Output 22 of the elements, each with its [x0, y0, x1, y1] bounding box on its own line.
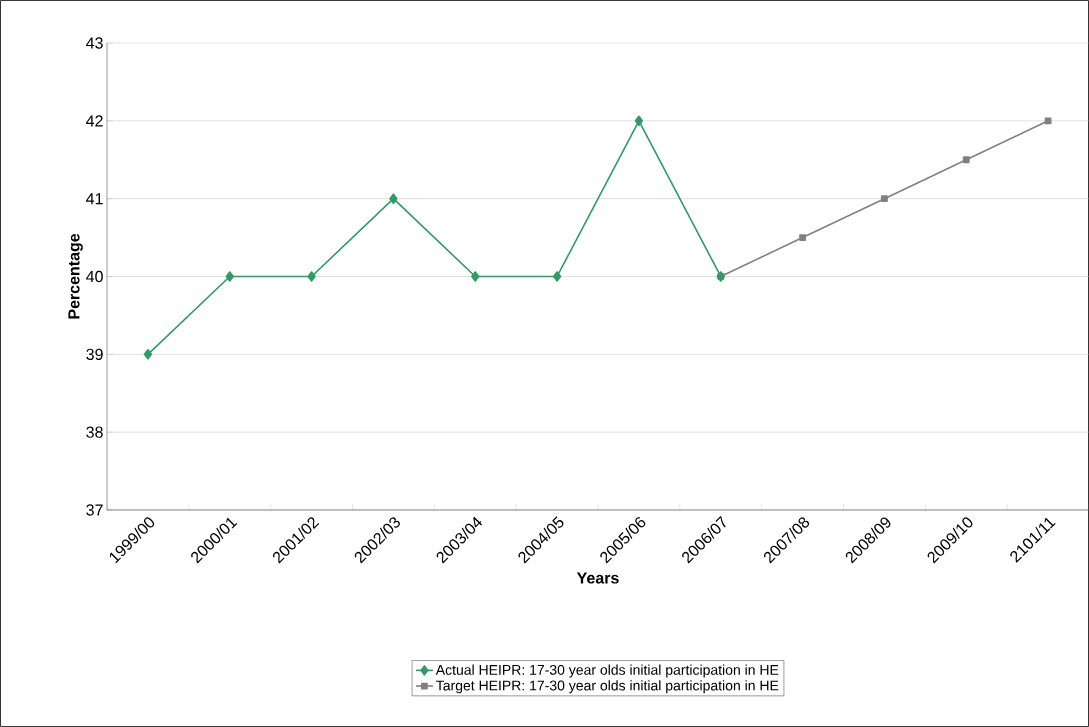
y-tick-label: 41 [86, 193, 103, 205]
point [1044, 117, 1052, 125]
legend-label: Target HEIPR: 17-30 year olds initial participation in HE [436, 680, 779, 694]
point [143, 349, 153, 360]
point [389, 193, 398, 204]
y-tick-label: 37 [86, 504, 103, 516]
point [634, 115, 644, 127]
y-tick-label: 40 [86, 270, 103, 283]
point [799, 234, 806, 241]
y-tick-label: 38 [86, 426, 103, 438]
point [552, 271, 562, 282]
point [225, 271, 234, 282]
x-axis-title: Years [576, 572, 619, 584]
y-tick-label: 43 [86, 37, 103, 49]
point [307, 271, 316, 282]
point [881, 195, 888, 203]
point [962, 156, 970, 164]
y-tick-label: 42 [86, 115, 103, 127]
y-tick-label: 39 [86, 348, 103, 360]
point [471, 271, 480, 282]
legend-label: Actual HEIPR: 17-30 year olds initial participation in HE [435, 664, 779, 678]
y-axis-title: Percentage [68, 233, 83, 319]
